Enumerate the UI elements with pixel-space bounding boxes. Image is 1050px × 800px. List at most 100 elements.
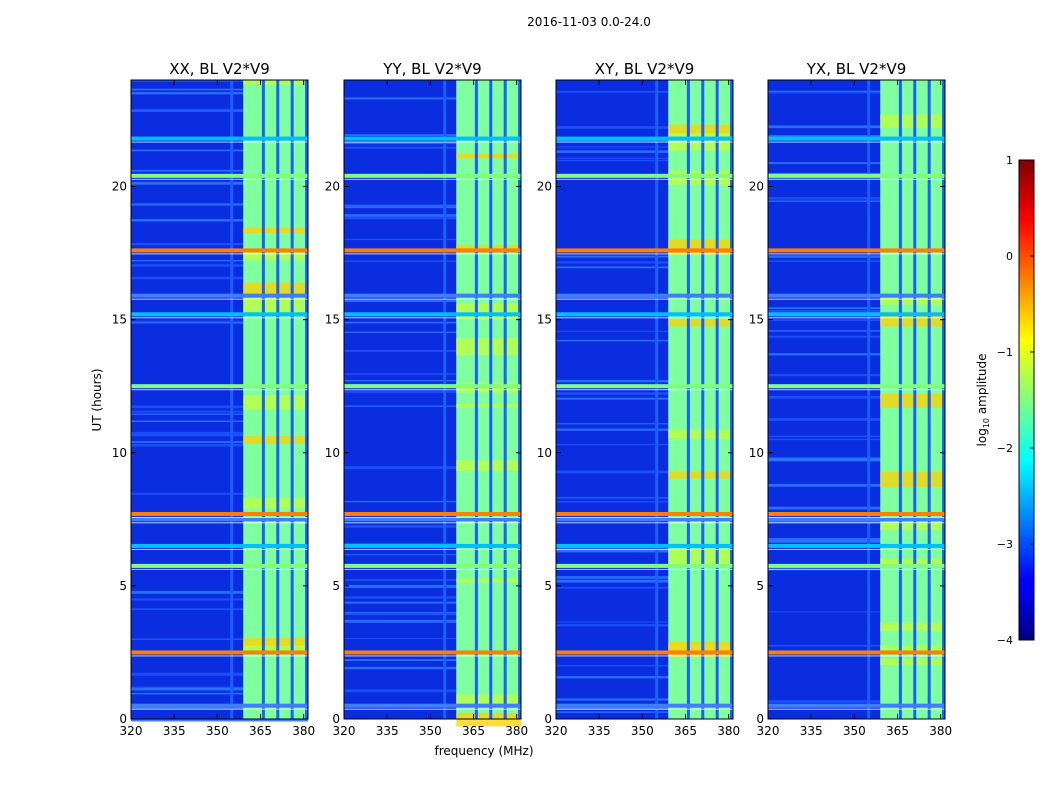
y-tick-label: 5 (332, 579, 340, 593)
noise-row (344, 619, 521, 623)
noise-row (768, 457, 945, 461)
rfi-row (131, 173, 308, 178)
x-tick-label: 365 (462, 724, 485, 738)
colorbar-tick-label: 0 (1006, 250, 1013, 263)
noise-row (344, 321, 521, 324)
rfi-band (456, 80, 521, 719)
rfi-row-edge (344, 141, 521, 143)
rfi-row-edge (344, 568, 521, 570)
rfi-row (768, 517, 945, 522)
colorbar-label-log: log (975, 428, 989, 446)
x-tick-label: 380 (717, 724, 740, 738)
rfi-row (131, 384, 308, 389)
rfi-band-blob (243, 394, 308, 410)
noise-row (131, 598, 308, 601)
noise-row (131, 686, 308, 689)
rfi-band-blob (243, 297, 308, 314)
rfi-row (556, 312, 733, 317)
noise-row (344, 466, 521, 470)
colorbar-tick-label: −3 (997, 538, 1013, 551)
rfi-row-edge (131, 298, 308, 300)
noise-row (131, 80, 308, 82)
noise-row (131, 181, 308, 185)
noise-row (131, 405, 308, 409)
rfi-row (556, 563, 733, 568)
noise-row (344, 204, 521, 206)
rfi-band-blob (456, 338, 521, 356)
noise-row (768, 197, 945, 200)
noise-row (131, 276, 308, 280)
noise-row (556, 392, 733, 395)
noise-row (131, 203, 308, 206)
noise-row (131, 259, 308, 262)
rfi-row (556, 173, 733, 178)
colorbar-label-rest: amplitude (975, 354, 989, 418)
noise-row (344, 373, 521, 375)
noise-row (344, 500, 521, 503)
noise-row (768, 353, 945, 356)
noise-row (131, 492, 308, 495)
noise-row (768, 310, 945, 313)
x-tick-label: 335 (163, 724, 186, 738)
x-tick-label: 350 (206, 724, 229, 738)
rfi-row (131, 248, 308, 253)
rfi-row-edge (344, 516, 521, 518)
noise-row (556, 579, 733, 583)
band-gap (503, 80, 507, 719)
rfi-band-blob (243, 80, 308, 85)
noise-row (768, 260, 945, 262)
rfi-band-blob (243, 282, 308, 296)
band-gap (261, 80, 265, 719)
band-gap (686, 80, 690, 719)
noise-row (768, 611, 945, 613)
rfi-row (131, 136, 308, 141)
noise-row (768, 125, 945, 129)
rfi-row-edge (344, 317, 521, 319)
rfi-row-edge (131, 568, 308, 570)
noise-row (344, 612, 521, 614)
rfi-row (131, 517, 308, 522)
noise-row (768, 644, 945, 647)
rfi-row (768, 563, 945, 568)
y-tick-label: 5 (544, 579, 552, 593)
noise-row (131, 718, 308, 722)
noise-row (768, 172, 945, 175)
y-tick-label: 20 (325, 180, 340, 194)
noise-row (344, 349, 521, 352)
noise-row (344, 579, 521, 581)
noise-row (556, 470, 733, 474)
noise-row (556, 443, 733, 446)
noise-row (131, 320, 308, 323)
rfi-row (768, 293, 945, 298)
colorbar-tick-label: 1 (1006, 154, 1013, 167)
rfi-row (344, 563, 521, 568)
rfi-row-edge (556, 253, 733, 255)
colorbar-ticks: 1 0 −1 −2 −3 −4 (997, 154, 1034, 647)
rfi-row (131, 543, 308, 548)
rfi-row-edge (768, 178, 945, 180)
noise-row (768, 135, 945, 137)
noise-row (344, 134, 521, 137)
colorbar-gradient (1018, 159, 1035, 641)
colorbar-tick-label: −1 (997, 346, 1013, 359)
rfi-band (668, 80, 733, 719)
noise-row (768, 458, 945, 462)
rfi-band-blob (880, 297, 945, 305)
rfi-row (344, 703, 521, 708)
noise-row (344, 601, 521, 604)
rfi-row (344, 384, 521, 389)
figure-suptitle: 2016-11-03 0.0-24.0 (527, 15, 651, 29)
noise-row (556, 665, 733, 667)
band-gap (276, 80, 280, 719)
colorbar-label-sub: 10 (982, 418, 991, 428)
rfi-row (344, 543, 521, 548)
rfi-row-edge (768, 141, 945, 143)
band-gap (474, 80, 478, 719)
noise-row (344, 206, 521, 209)
rfi-row (344, 650, 521, 655)
noise-row (344, 331, 521, 333)
panel-title: XX, BL V2*V9 (169, 60, 270, 78)
rfi-row-edge (768, 568, 945, 570)
noise-row (131, 687, 308, 690)
